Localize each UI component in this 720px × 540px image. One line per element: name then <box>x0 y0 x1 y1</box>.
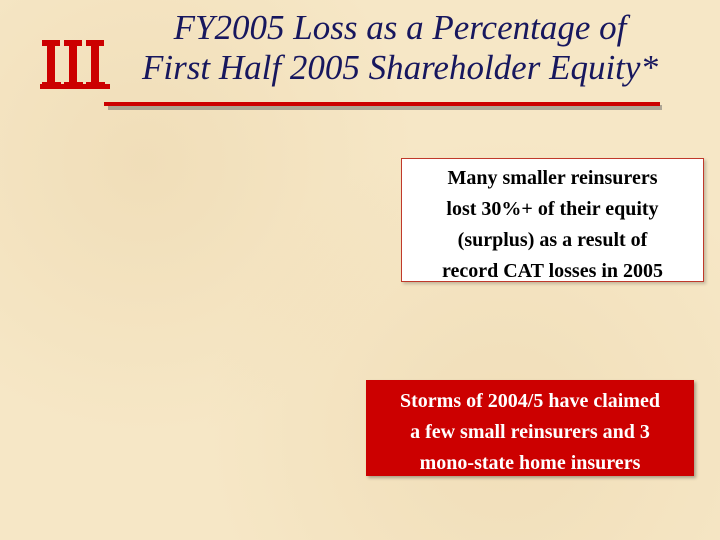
callout: Many smaller reinsurers lost 30%+ of the… <box>401 158 704 282</box>
callout-line: (surplus) as a result of <box>457 229 648 251</box>
callout-line: record CAT losses in 2005 <box>441 260 664 282</box>
title-line: FY2005 Loss as a Percentage of <box>173 8 627 47</box>
callout-line: Storms of 2004/5 have claimed <box>400 390 660 412</box>
title: FY2005 Loss as a Percentage of First Hal… <box>100 8 700 88</box>
callout: Storms of 2004/5 have claimed a few smal… <box>366 380 694 476</box>
callout-line: Many smaller reinsurers <box>447 167 658 189</box>
logo <box>40 40 110 89</box>
callout-line: a few small reinsurers and 3 <box>410 421 650 443</box>
callout-line: mono-state home insurers <box>419 452 641 474</box>
underline-shadow <box>108 105 662 110</box>
title-line: First Half 2005 Shareholder Equity* <box>142 48 658 87</box>
header-graphics <box>40 40 662 110</box>
callout-line: lost 30%+ of their equity <box>446 198 659 220</box>
title-underline <box>104 102 660 106</box>
